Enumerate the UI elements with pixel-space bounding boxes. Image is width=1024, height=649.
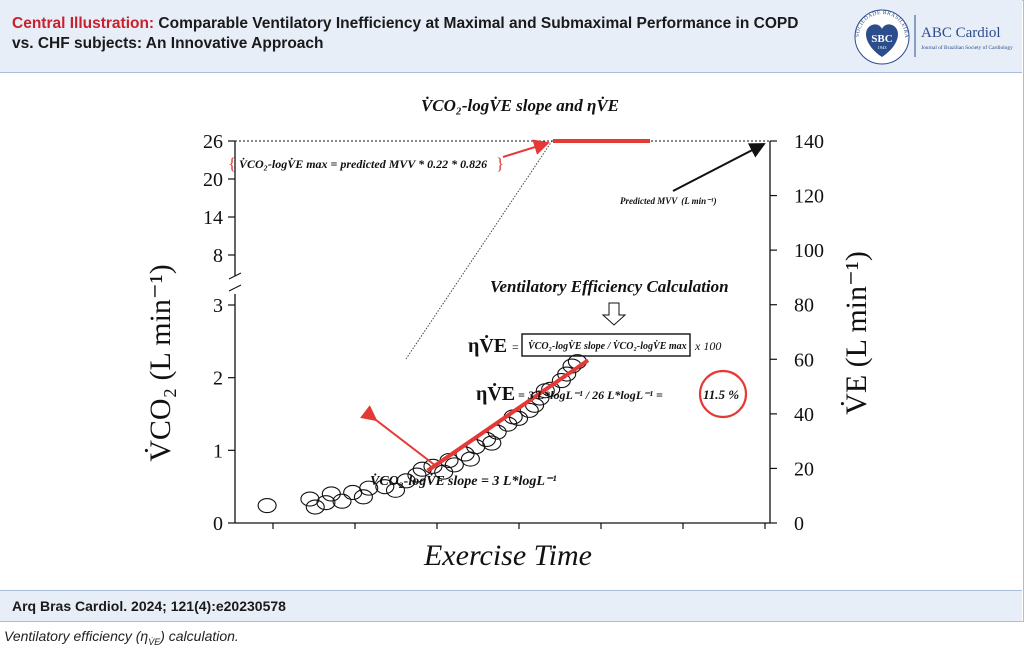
sbc-logo: SOCIEDADE BRASILEIRA DE CARDIOLOGIA SBC … — [852, 5, 1013, 65]
footer-band: Arq Bras Cardiol. 2024; 121(4):e20230578 — [0, 590, 1022, 621]
y-right-label: V̇E (L min⁻¹) — [839, 251, 873, 415]
y-left-tick-label: 0 — [213, 513, 223, 535]
data-point — [359, 480, 379, 496]
axes — [228, 140, 771, 524]
citation: Arq Bras Cardiol. 2024; 121(4):e20230578 — [12, 598, 286, 614]
chart-title: V̇CO₂-logV̇E slope and ηV̇E — [421, 96, 619, 115]
y-right-tick-label: 100 — [794, 240, 824, 262]
chart-svg: V̇CO₂-logV̇E slope and ηV̇E 01238142026 … — [143, 96, 873, 572]
slope-annotation: V̇CO₂-logV̇E slope = 3 L*logL⁻¹ — [360, 405, 557, 489]
data-point — [305, 499, 325, 515]
y-right-tick-label: 140 — [794, 131, 824, 153]
result-highlight-circle — [698, 369, 748, 419]
svg-text:{: { — [228, 154, 236, 173]
data-point — [316, 495, 336, 511]
eff-eq: = — [512, 340, 519, 354]
y-left-tick-label: 8 — [213, 245, 223, 267]
predicted-mvv-label: Predicted MVV — [620, 196, 678, 206]
caption-prefix: Ventilatory efficiency (η — [4, 628, 149, 644]
eff-symbol-2: ηV̇E — [476, 381, 515, 405]
data-point — [541, 381, 561, 397]
y-right-axis: 0 20 40 60 80 100 120 140 — [770, 131, 824, 535]
chart-area: V̇CO₂-logV̇E slope and ηV̇E 0 1 2 3 8 14 20 26 … — [0, 73, 1022, 591]
max-formula-pre: V̇CO₂-logV̇E — [239, 157, 303, 171]
data-point — [407, 467, 427, 483]
logo-abbr: SBC — [871, 33, 892, 45]
y-right-tick-label: 40 — [794, 404, 814, 426]
data-point — [482, 435, 502, 451]
data-point — [332, 493, 352, 509]
data-point — [519, 402, 539, 418]
y-left-label: V̇CO₂ (L min⁻¹) — [143, 264, 177, 462]
max-formula-annotation: { V̇CO₂-logV̇E max = predicted MVV * 0.22… — [228, 139, 550, 173]
data-point — [508, 410, 529, 426]
y-right-tick-label: 80 — [794, 295, 814, 317]
slope-text-pre: V̇CO₂-logV̇E — [370, 472, 445, 489]
data-point — [385, 482, 406, 498]
logo-year: 1943 — [878, 45, 888, 50]
data-point — [257, 498, 277, 514]
x-axis-label: Exercise Time — [423, 539, 592, 572]
data-point — [300, 491, 320, 507]
data-point — [396, 473, 416, 489]
y-left-tick-label: 14 — [203, 207, 223, 229]
eff-symbol-1: ηV̇E — [468, 333, 507, 357]
caption-suffix: ) calculation. — [160, 628, 239, 644]
figure-caption: Ventilatory efficiency (ηV̇E) calculatio… — [4, 628, 239, 647]
eff-formula-mult: x 100 — [694, 339, 721, 353]
caption-sub: V̇E — [148, 636, 161, 647]
data-point — [375, 479, 395, 495]
data-point — [353, 489, 373, 505]
scatter-points — [257, 354, 587, 515]
data-point — [557, 366, 577, 382]
x-ticks — [272, 523, 766, 529]
svg-text:}: } — [496, 154, 504, 173]
brand-name: ABC Cardiol — [921, 25, 1001, 41]
data-point — [343, 484, 363, 501]
brand-sub: Journal of Brazilian Society of Cardiolo… — [921, 44, 1013, 51]
svg-text:Predicted MVV(L min⁻¹): Predicted MVV (L min⁻¹) — [620, 196, 717, 206]
data-point — [444, 457, 464, 473]
y-right-tick-label: 0 — [794, 513, 804, 535]
eff-result-pre: = 3 L*logL⁻¹ / 26 L*logL⁻¹ = — [518, 388, 663, 402]
title-label: Central Illustration: — [12, 15, 155, 32]
page-title: Central Illustration: Comparable Ventila… — [12, 14, 812, 54]
y-right-tick-label: 60 — [794, 349, 814, 371]
efficiency-calculation: Ventilatory Efficiency Calculation ηV̇E … — [468, 277, 748, 419]
y-left-tick-label: 3 — [213, 295, 223, 317]
calc-title: Ventilatory Efficiency Calculation — [490, 277, 729, 296]
y-left-axis: 0 1 2 3 8 14 20 26 — [203, 131, 235, 535]
slope-text-post: slope = 3 L*logL⁻¹ — [447, 474, 557, 489]
y-right-tick-label: 20 — [794, 458, 814, 480]
y-left-tick-label: 20 — [203, 169, 223, 191]
y-right-tick-label: 120 — [794, 186, 824, 208]
data-point — [321, 486, 341, 502]
slope-line — [426, 358, 590, 473]
y-left-tick-label: 26 — [203, 131, 223, 153]
data-point — [423, 458, 443, 474]
predicted-mvv-unit: (L min⁻¹) — [681, 196, 716, 206]
y-left-tick-label: 1 — [213, 440, 223, 462]
eff-result-value: 11.5 % — [703, 387, 739, 402]
header-band: Central Illustration: Comparable Ventila… — [0, 0, 1022, 73]
y-left-tick-label: 2 — [213, 368, 223, 390]
title-text: Comparable Ventilatory Inefficiency at M… — [12, 15, 799, 52]
max-formula-post: max = predicted MVV * 0.22 * 0.826 — [306, 157, 487, 171]
predicted-mvv-annotation: Predicted MVV (L min⁻¹) — [620, 143, 766, 206]
eff-formula-body: V̇CO₂-logV̇E slope / V̇CO₂-logV̇E max — [528, 339, 687, 352]
